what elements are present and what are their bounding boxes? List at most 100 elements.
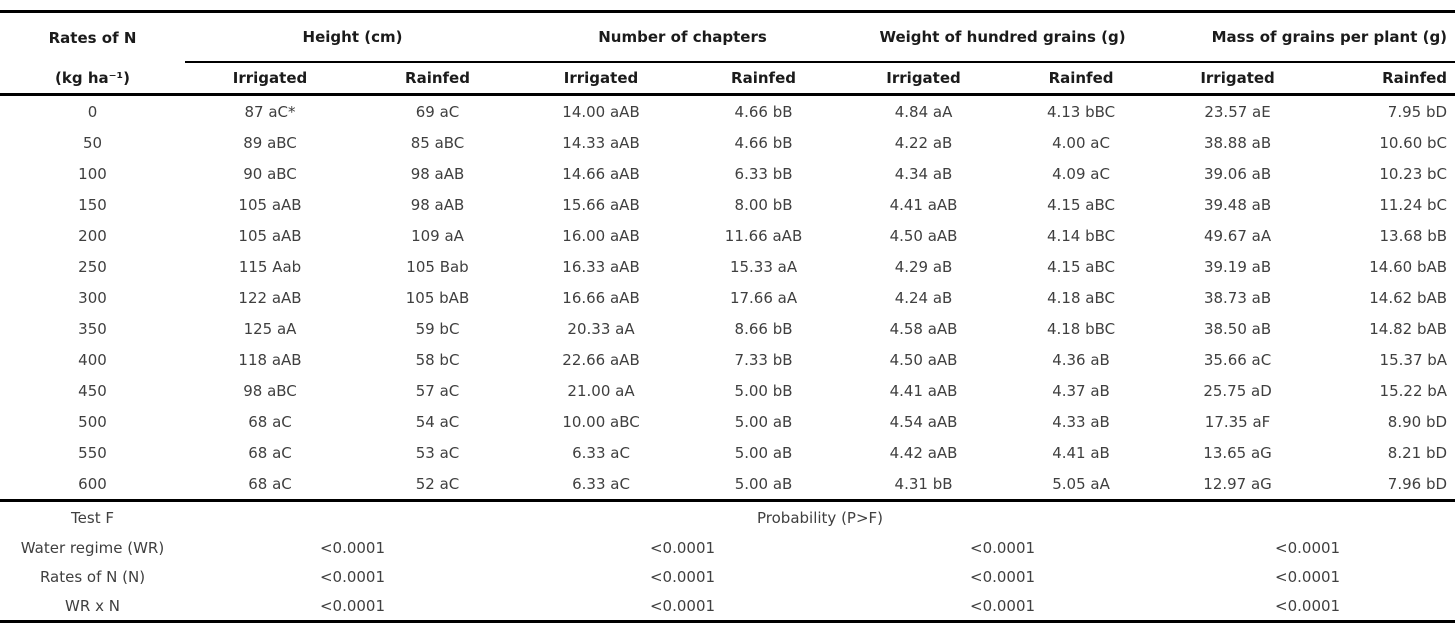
footer-row: WR x N <0.0001 <0.0001 <0.0001 <0.0001 xyxy=(0,591,1455,622)
value-cell: 22.66 aAB xyxy=(562,350,640,369)
value-cell: 6.33 aC xyxy=(520,468,683,502)
rates-unit-header: (kg ha⁻¹) xyxy=(0,62,185,96)
value-cell: 69 aC xyxy=(415,102,460,121)
rate-cell: 450 xyxy=(78,381,107,400)
value-cell: 68 aC xyxy=(185,468,355,502)
table-row: 100 90 aBC 98 aAB 14.66 aAB 6.33 bB 4.34 aB 4.… xyxy=(0,158,1455,189)
value-cell: 38.88 aB xyxy=(1203,133,1272,152)
rates-of-n-header: Rates of N xyxy=(48,28,137,47)
value-cell: 125 aA xyxy=(243,319,297,338)
rate-cell: 350 xyxy=(78,319,107,338)
probability-value-cell: <0.0001 xyxy=(970,567,1036,586)
value-cell: 6.33 bB xyxy=(734,164,793,183)
value-cell: 4.14 bBC xyxy=(1046,226,1116,245)
value-cell: 4.41 aAB xyxy=(889,381,958,400)
value-cell: 89 aBC xyxy=(243,133,297,152)
table-row: 150 105 aAB 98 aAB 15.66 aAB 8.00 bB 4.41 aAB… xyxy=(0,189,1455,220)
value-cell: 6.33 aC xyxy=(572,443,630,462)
rate-cell: 300 xyxy=(78,288,107,307)
value-cell: 52 aC xyxy=(355,468,521,502)
value-cell: 20.33 aA xyxy=(567,319,635,338)
value-cell: 4.18 aBC xyxy=(1047,288,1115,307)
probability-label: Probability (P>F) xyxy=(757,508,884,527)
value-cell: 105 bAB xyxy=(405,288,470,307)
test-f-row: Test F Probability (P>F) xyxy=(0,501,1455,534)
value-cell: 39.19 aB xyxy=(1203,257,1272,276)
value-cell: 38.50 aB xyxy=(1203,319,1272,338)
value-cell: 13.68 bB xyxy=(1379,226,1448,245)
value-cell: 11.66 aAB xyxy=(724,226,803,245)
group-header-row: Rates of N Height (cm) Number of chapter… xyxy=(0,11,1455,63)
value-cell: 10.23 bC xyxy=(1379,164,1448,183)
probability-value-cell: <0.0001 xyxy=(970,538,1036,557)
table-row: 450 98 aBC 57 aC 21.00 aA 5.00 bB 4.41 aAB 4.3… xyxy=(0,375,1455,406)
value-cell: 4.42 aAB xyxy=(889,443,958,462)
table-row: 500 68 aC 54 aC 10.00 aBC 5.00 aB 4.54 aAB 4.3… xyxy=(0,406,1455,437)
rate-cell: 600 xyxy=(0,468,185,502)
rate-cell: 550 xyxy=(78,443,107,462)
value-cell: 14.62 bAB xyxy=(1369,288,1448,307)
footer-row-label: Rates of N (N) xyxy=(39,567,146,586)
table-row: 550 68 aC 53 aC 6.33 aC 5.00 aB 4.42 aAB 4.41 … xyxy=(0,437,1455,468)
value-cell: 115 Aab xyxy=(238,257,302,276)
value-cell: 5.00 bB xyxy=(734,381,793,400)
table-row: 350 125 aA 59 bC 20.33 aA 8.66 bB 4.58 aAB 4.1… xyxy=(0,313,1455,344)
group-header-weight: Weight of hundred grains (g) xyxy=(845,11,1161,63)
footer-row: Water regime (WR) <0.0001 <0.0001 <0.0001 <0… xyxy=(0,533,1455,562)
value-cell: 5.00 aB xyxy=(682,468,846,502)
value-cell: 8.00 bB xyxy=(734,195,793,214)
probability-value-cell: <0.0001 xyxy=(1275,538,1341,557)
value-cell: 105 Bab xyxy=(406,257,469,276)
table-row: 300 122 aAB 105 bAB 16.66 aAB 17.66 aA 4.24 a… xyxy=(0,282,1455,313)
subheader-chapters-rainfed: Rainfed xyxy=(682,62,846,96)
value-cell: 49.67 aA xyxy=(1203,226,1272,245)
value-cell: 54 aC xyxy=(415,412,460,431)
value-cell: 4.31 bB xyxy=(845,468,1003,502)
value-cell: 21.00 aA xyxy=(567,381,635,400)
rate-cell: 0 xyxy=(87,102,98,121)
group-header-mass: Mass of grains per plant (g) xyxy=(1160,11,1455,63)
value-cell: 15.33 aA xyxy=(729,257,798,276)
value-cell: 15.66 aAB xyxy=(562,195,640,214)
value-cell: 16.66 aAB xyxy=(562,288,640,307)
value-cell: 7.33 bB xyxy=(734,350,793,369)
footer-row: Rates of N (N) <0.0001 <0.0001 <0.0001 <0.00… xyxy=(0,562,1455,591)
value-cell: 4.13 bBC xyxy=(1046,102,1116,121)
value-cell: 7.96 bD xyxy=(1315,468,1455,502)
value-cell: 7.95 bD xyxy=(1387,102,1448,121)
subheader-weight-rainfed: Rainfed xyxy=(1002,62,1161,96)
value-cell: 4.50 aAB xyxy=(889,226,958,245)
rate-cell: 150 xyxy=(78,195,107,214)
subheader-mass-rainfed: Rainfed xyxy=(1315,62,1455,96)
value-cell: 8.90 bD xyxy=(1387,412,1448,431)
value-cell: 4.37 aB xyxy=(1052,381,1110,400)
value-cell: 105 aAB xyxy=(238,226,302,245)
table-row: 250 115 Aab 105 Bab 16.33 aAB 15.33 aA 4.29 a… xyxy=(0,251,1455,282)
table-row: 0 87 aC* 69 aC 14.00 aAB 4.66 bB 4.84 aA 4.13 … xyxy=(0,95,1455,128)
value-cell: 68 aC xyxy=(248,443,292,462)
value-cell: 14.33 aAB xyxy=(562,133,640,152)
probability-value-cell: <0.0001 xyxy=(649,567,716,586)
value-cell: 8.66 bB xyxy=(734,319,793,338)
value-cell: 4.24 aB xyxy=(894,288,953,307)
value-cell: 4.58 aAB xyxy=(889,319,958,338)
value-cell: 15.37 bA xyxy=(1379,350,1448,369)
value-cell: 16.00 aAB xyxy=(562,226,640,245)
value-cell: 4.29 aB xyxy=(894,257,953,276)
value-cell: 4.54 aAB xyxy=(889,412,958,431)
table-body: 0 87 aC* 69 aC 14.00 aAB 4.66 bB 4.84 aA 4.13 … xyxy=(0,95,1455,502)
rate-cell: 100 xyxy=(78,164,107,183)
value-cell: 4.50 aAB xyxy=(889,350,958,369)
rate-cell: 500 xyxy=(78,412,107,431)
value-cell: 17.66 aA xyxy=(729,288,798,307)
value-cell: 13.65 aG xyxy=(1203,443,1272,462)
value-cell: 53 aC xyxy=(415,443,460,462)
probability-value-cell: <0.0001 xyxy=(970,596,1036,615)
probability-value-cell: <0.0001 xyxy=(1275,567,1341,586)
value-cell: 90 aBC xyxy=(243,164,297,183)
value-cell: 4.15 aBC xyxy=(1047,257,1115,276)
table-row: 600 68 aC 52 aC 6.33 aC 5.00 aB 4.31 bB 5.05 a… xyxy=(0,468,1455,502)
sub-header-row: (kg ha⁻¹) Irrigated Rainfed Irrigated Ra… xyxy=(0,62,1455,96)
group-header-chapters: Number of chapters xyxy=(520,11,846,63)
value-cell: 68 aC xyxy=(248,412,292,431)
